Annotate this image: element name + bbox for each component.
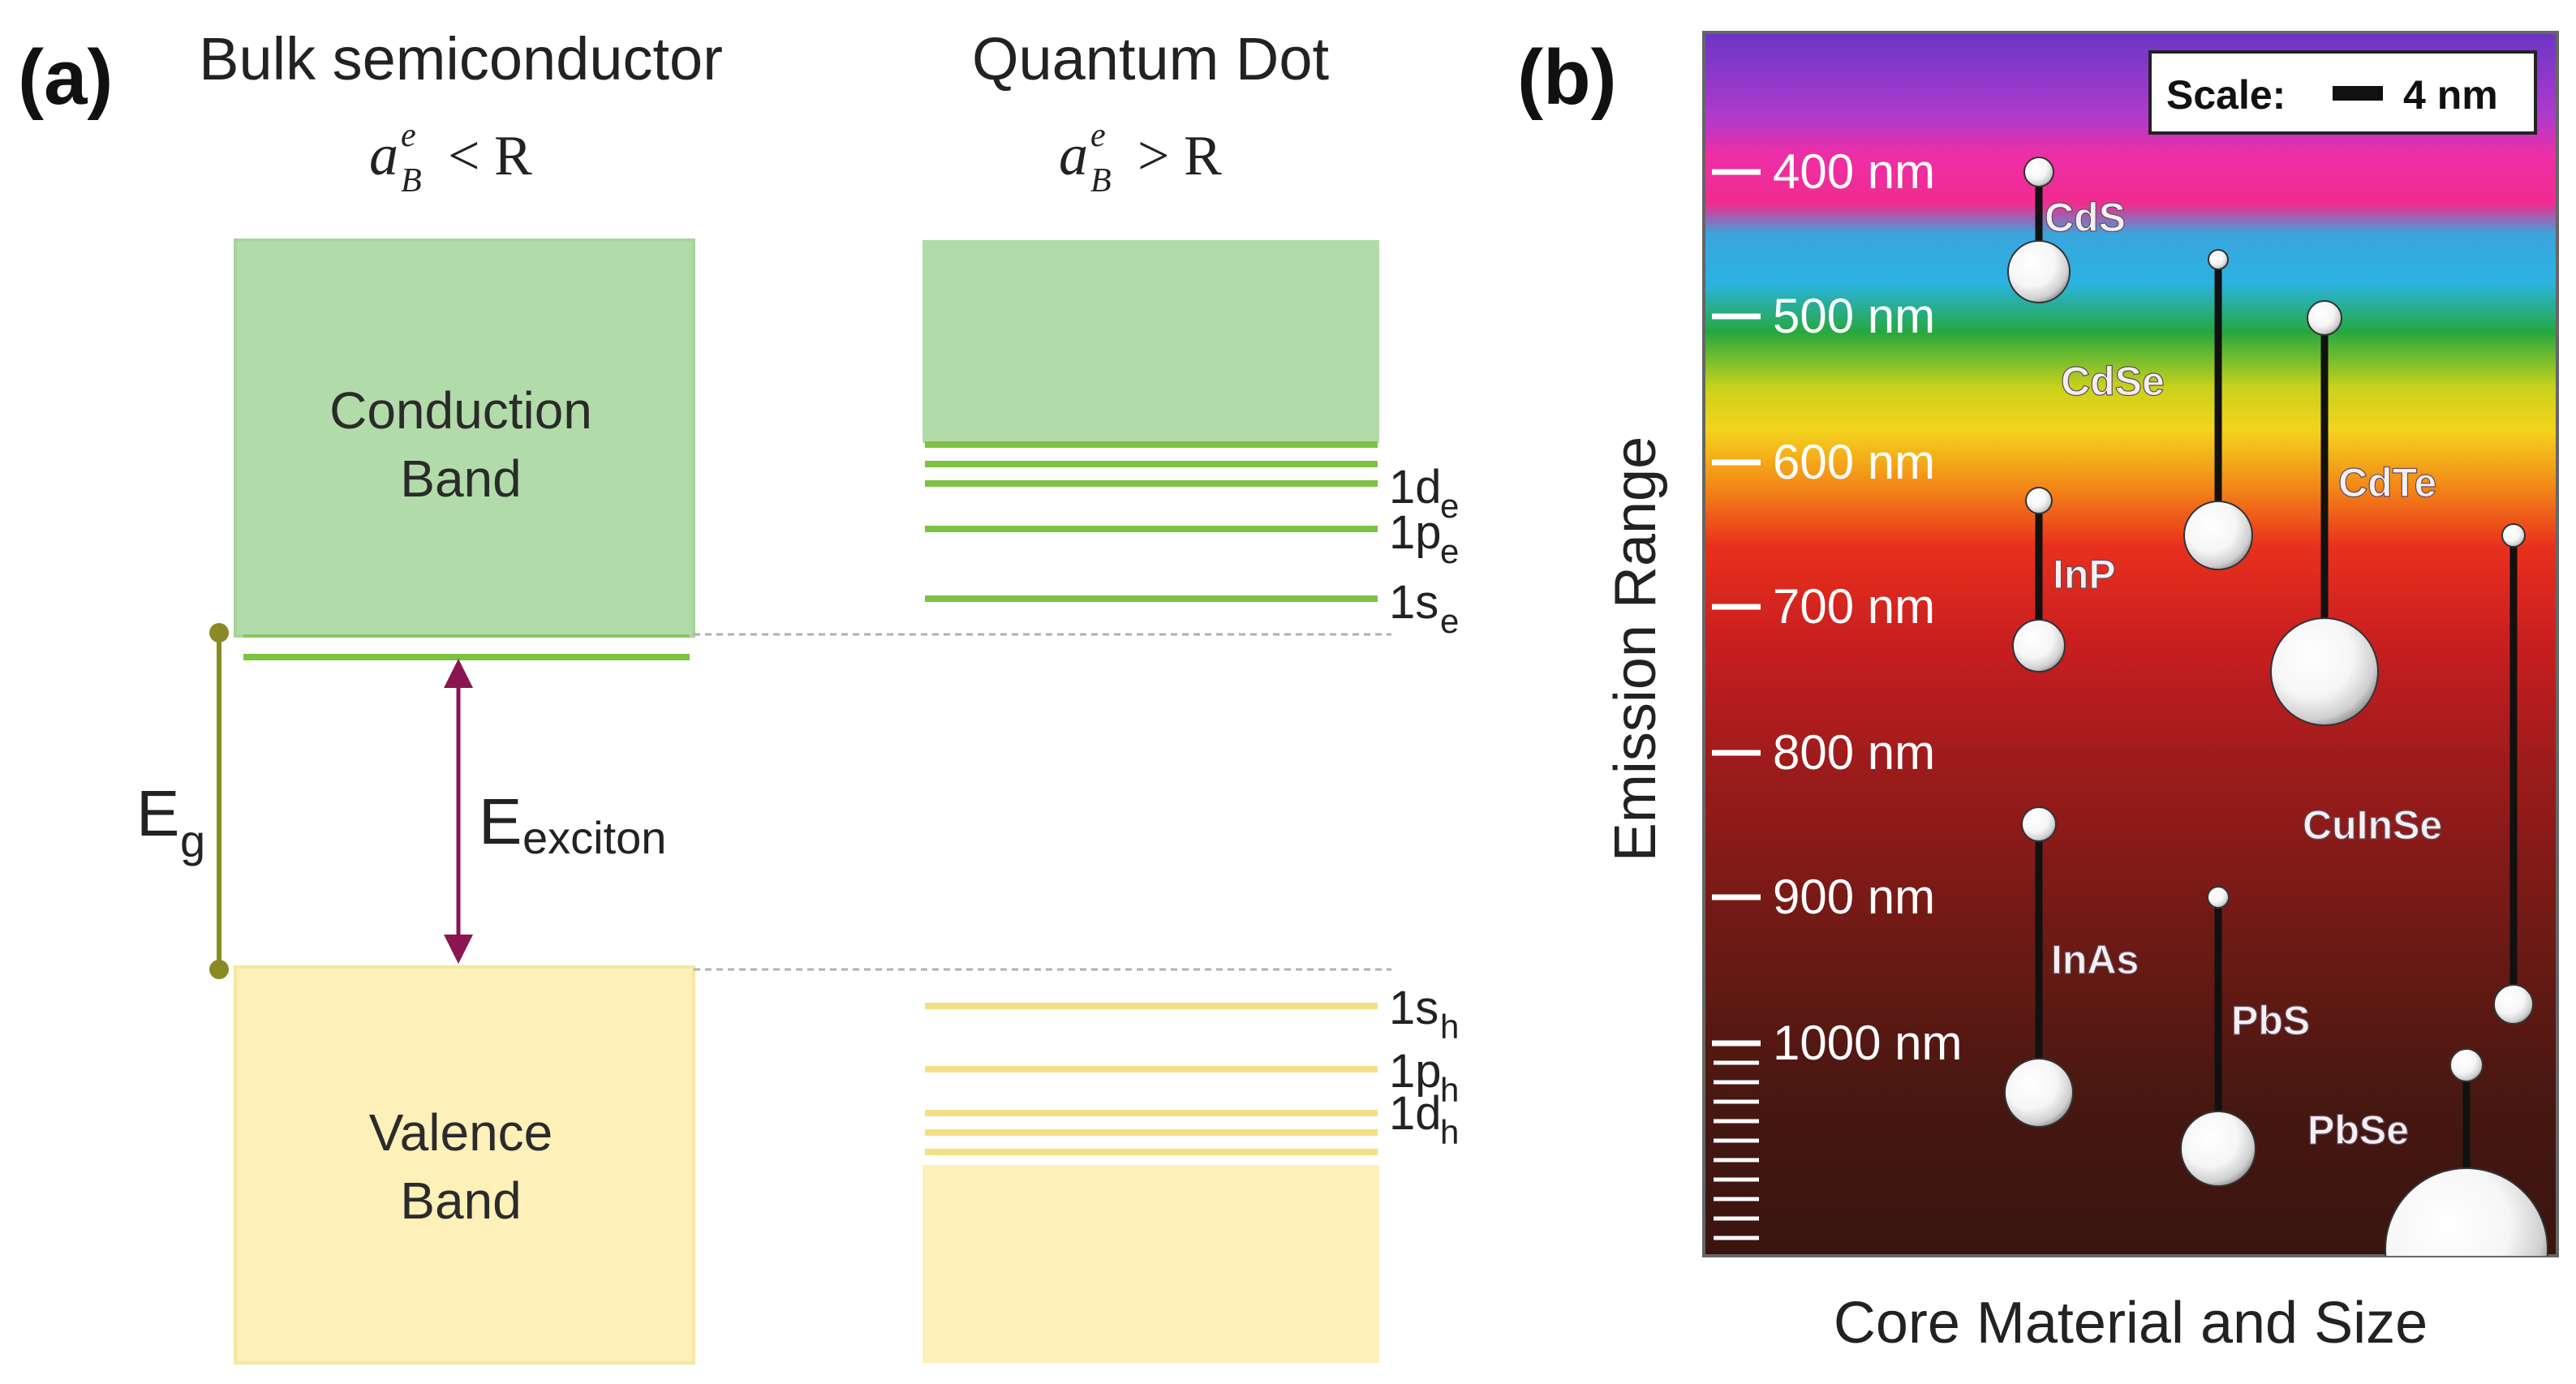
wl-label-1000: 1000 nm: [1773, 1016, 1963, 1070]
bulk-conduction-band: [235, 240, 694, 636]
material-label-cdse: CdSe: [2061, 359, 2165, 404]
qd-condition-a: a: [1059, 122, 1088, 187]
eg-label: E: [136, 777, 179, 849]
svg-text:h: h: [1440, 1071, 1459, 1109]
material-label-pbse: PbSe: [2307, 1107, 2409, 1153]
level-label-1dh: 1d h: [1389, 1087, 1459, 1151]
wl-label-400: 400 nm: [1773, 144, 1935, 199]
bulk-condition-sup: e: [401, 117, 416, 154]
wl-label-600: 600 nm: [1773, 435, 1935, 489]
svg-text:1d: 1d: [1389, 1087, 1442, 1140]
eg-label-sub: g: [180, 815, 205, 866]
material-label-cds: CdS: [2045, 195, 2126, 240]
material-cdse: [2183, 249, 2253, 570]
panel-a-label: (a): [18, 34, 113, 121]
material-inp: [2012, 487, 2066, 673]
level-label-1se: 1s e: [1389, 576, 1459, 640]
qd-conduction-continuum: [922, 240, 1379, 443]
material-inas: [2004, 806, 2074, 1128]
bulk-condition-sub: B: [401, 162, 422, 200]
material-label-inp: InP: [2053, 552, 2116, 597]
svg-text:1p: 1p: [1389, 1045, 1442, 1098]
conduction-label-2: Band: [400, 449, 521, 508]
conduction-label-1: Conduction: [329, 381, 592, 440]
qd-condition: a e B > R: [1059, 117, 1222, 200]
scale-label: Scale:: [2166, 72, 2286, 118]
eg-bracket-bottom-dot: [209, 960, 229, 979]
level-label-1ph: 1p h: [1389, 1045, 1459, 1109]
svg-text:1p: 1p: [1389, 506, 1442, 559]
material-cdte: [2270, 300, 2379, 726]
material-label-cdte: CdTe: [2338, 460, 2436, 505]
wl-label-500: 500 nm: [1773, 289, 1935, 343]
exciton-arrow-head-top: [444, 659, 473, 688]
wavelength-ticks: [1712, 169, 1761, 1240]
exciton-label: E: [479, 785, 522, 857]
valence-label-2: Band: [400, 1171, 521, 1230]
qd-valence-continuum: [922, 1165, 1379, 1363]
bulk-condition: a e B < R: [369, 117, 532, 200]
material-label-pbs: PbS: [2231, 998, 2310, 1043]
scale-value: 4 nm: [2403, 72, 2498, 118]
scale-bar: [2333, 86, 2383, 101]
level-label-1pe: 1p e: [1389, 506, 1459, 570]
material-cuinse: [2493, 523, 2534, 1025]
eg-bracket-top-dot: [209, 623, 229, 643]
qd-condition-rel: > R: [1137, 125, 1222, 187]
svg-text:e: e: [1440, 532, 1459, 570]
panel-b-label: (b): [1517, 34, 1617, 121]
exciton-arrow-head-bottom: [444, 935, 473, 964]
qd-condition-sub: B: [1090, 162, 1112, 200]
material-pbse: [2385, 1048, 2548, 1256]
level-label-1sh: 1s h: [1389, 982, 1459, 1046]
svg-text:e: e: [1440, 487, 1459, 525]
svg-text:e: e: [1440, 602, 1459, 640]
emission-spectrum: [1702, 31, 2559, 1257]
bulk-title: Bulk semiconductor: [199, 25, 723, 92]
bulk-condition-rel: < R: [448, 125, 532, 187]
wl-label-900: 900 nm: [1773, 870, 1935, 924]
level-label-1de: 1d e: [1389, 461, 1459, 525]
material-cds: [2007, 157, 2071, 303]
svg-text:1d: 1d: [1389, 461, 1442, 514]
bulk-condition-a: a: [369, 122, 398, 187]
qd-condition-sup: e: [1090, 117, 1106, 154]
exciton-label-sub: exciton: [523, 812, 666, 863]
valence-label-1: Valence: [369, 1103, 553, 1162]
qd-title: Quantum Dot: [972, 25, 1330, 92]
wl-label-800: 800 nm: [1773, 725, 1935, 780]
material-label-inas: InAs: [2051, 937, 2139, 982]
material-pbs: [2180, 886, 2256, 1187]
wl-label-700: 700 nm: [1773, 579, 1935, 634]
svg-text:h: h: [1440, 1008, 1459, 1046]
svg-text:1s: 1s: [1389, 576, 1439, 629]
y-axis-label: Emission Range: [1603, 436, 1668, 862]
material-label-cuinse: CuInSe: [2303, 802, 2442, 848]
x-axis-label: Core Material and Size: [1834, 1291, 2428, 1356]
svg-text:h: h: [1440, 1113, 1459, 1151]
svg-text:1s: 1s: [1389, 982, 1439, 1034]
bulk-valence-band: [235, 967, 694, 1363]
